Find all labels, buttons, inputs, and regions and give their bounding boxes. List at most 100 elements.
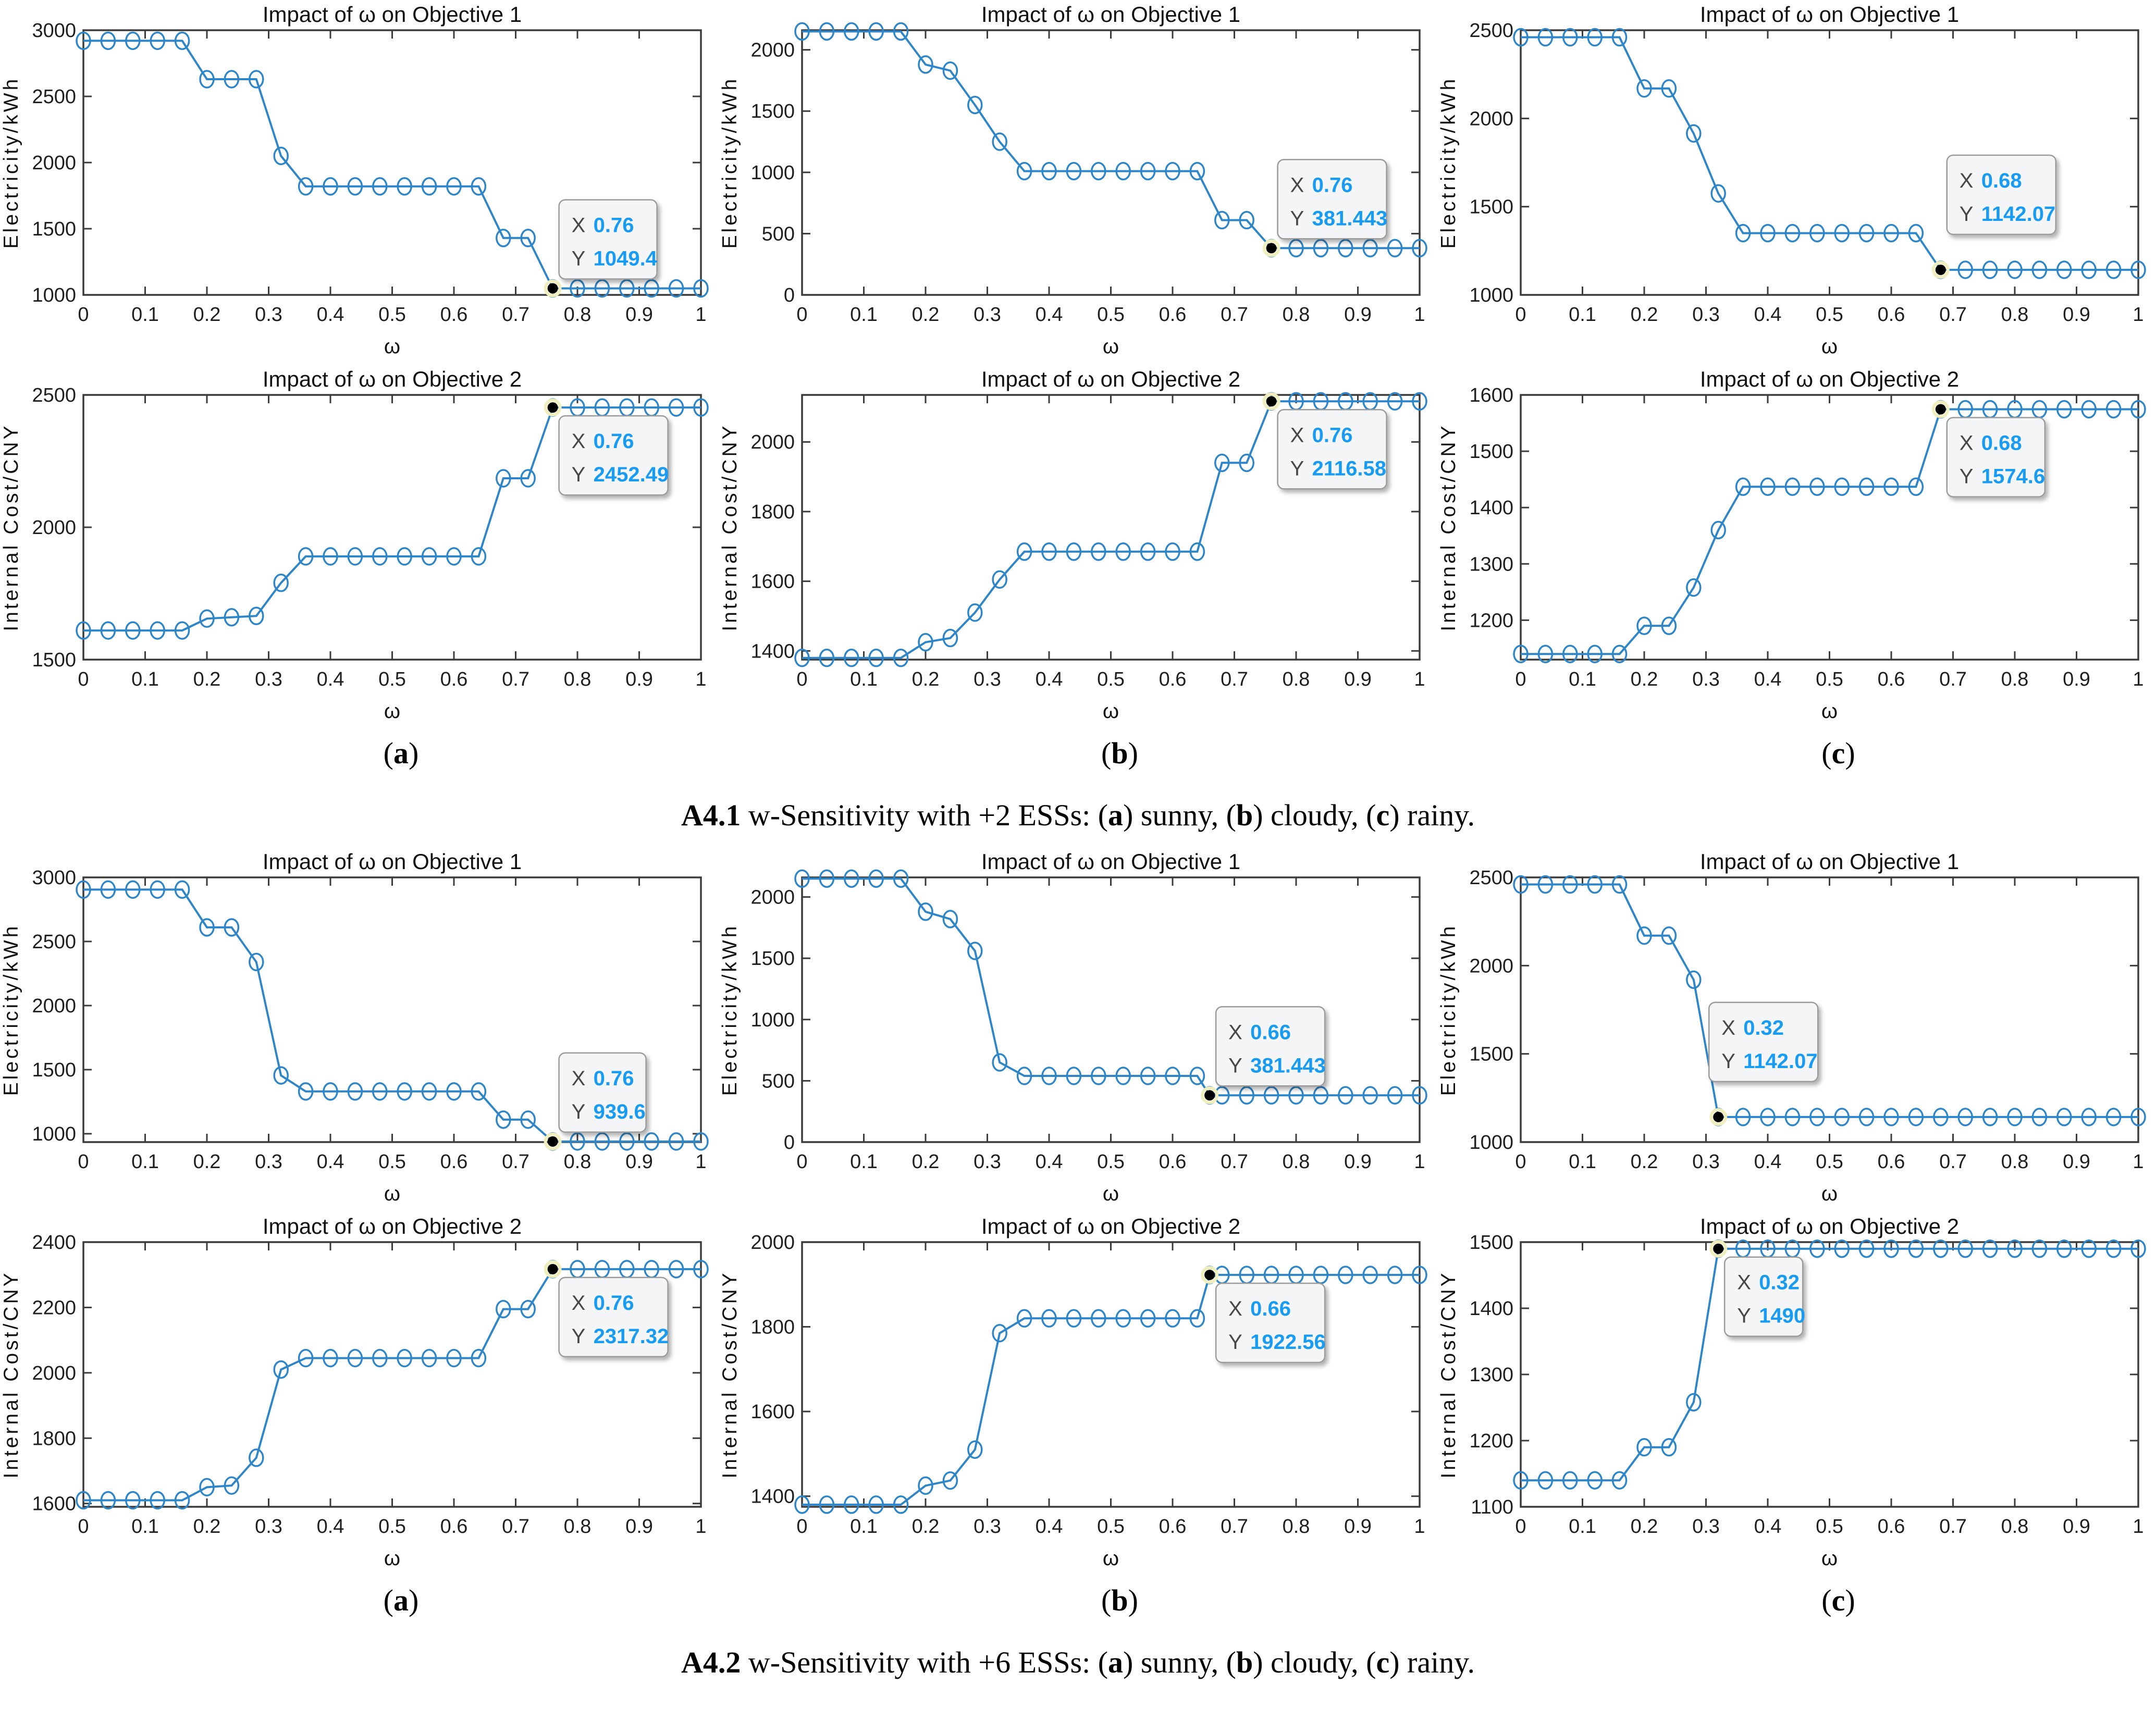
y-tick-label: 1300 (1469, 553, 1513, 575)
data-point-marker (1091, 1067, 1106, 1085)
datatip[interactable]: X 0.66 Y 1922.56 (1201, 1266, 1326, 1364)
data-point-marker (1412, 1266, 1427, 1284)
data-point-marker (1214, 1086, 1230, 1105)
datatip-anchor-dot[interactable] (1204, 1269, 1215, 1280)
x-tick-label: 0.9 (1344, 1516, 1372, 1538)
datatip-box[interactable] (1277, 409, 1387, 490)
chart-svg: Impact of ω on Objective 2 Internal Cost/… (1437, 368, 2146, 723)
data-point-marker (125, 31, 141, 51)
datatip-anchor-dot[interactable] (547, 1263, 558, 1274)
datatip-box[interactable] (558, 415, 669, 496)
datatip[interactable]: X 0.76 Y 2317.32 (544, 1260, 669, 1358)
datatip[interactable]: X 0.32 Y 1490 (1709, 1240, 1805, 1337)
x-tick-label: 0.7 (1221, 1516, 1248, 1538)
datatip[interactable]: X 0.76 Y 1049.4 (544, 199, 658, 298)
datatip[interactable]: X 0.76 Y 2452.49 (544, 399, 669, 496)
datatip-box[interactable] (558, 199, 658, 280)
data-markers (794, 1266, 1427, 1514)
y-axis-label: Electricity/kWh (719, 77, 741, 249)
x-tick-label: 0.7 (1221, 304, 1248, 326)
x-tick-label: 0.5 (378, 668, 406, 690)
data-point-marker (2007, 261, 2023, 279)
y-tick-label: 2500 (1469, 20, 1513, 42)
data-point-marker (1362, 1086, 1378, 1105)
datatip-anchor-dot[interactable] (547, 1136, 558, 1147)
datatip-box[interactable] (1946, 417, 2046, 498)
datatip-box[interactable] (1215, 1282, 1326, 1364)
x-tick-label: 0.1 (1569, 1516, 1596, 1538)
datatip-box[interactable] (1277, 159, 1387, 240)
data-point-marker (2031, 261, 2048, 279)
data-point-marker (1611, 875, 1628, 894)
x-tick-label: 0 (1515, 1516, 1526, 1538)
y-tick-label: 1800 (32, 1428, 76, 1449)
data-point-marker (1784, 1108, 1801, 1126)
datatip-box[interactable] (1708, 1001, 1819, 1083)
caption-segment: ) (1845, 1583, 1855, 1617)
data-point-marker (1661, 926, 1677, 945)
datatip-box[interactable] (558, 1052, 647, 1133)
data-point-marker (1066, 162, 1082, 181)
x-axis-label: ω (1103, 335, 1119, 358)
x-tick-label: 0.7 (502, 304, 529, 326)
caption-bold-segment: b (1236, 1645, 1253, 1679)
data-point-marker (893, 869, 909, 888)
data-markers (76, 1260, 709, 1510)
data-point-marker (421, 177, 437, 196)
y-tick-label: 1000 (32, 1123, 76, 1145)
x-tick-label: 0.4 (1036, 304, 1063, 326)
caption-segment: ( (1101, 736, 1112, 770)
data-point-marker (1587, 875, 1603, 894)
datatip[interactable]: X 0.68 Y 1574.6 (1931, 400, 2046, 498)
y-tick-label: 2000 (750, 887, 795, 909)
datatip-anchor-dot[interactable] (1713, 1243, 1724, 1254)
datatip-box[interactable] (1723, 1256, 1804, 1337)
data-point-marker (1784, 477, 1801, 496)
data-point-marker (372, 1348, 388, 1368)
x-tick-label: 0.6 (1159, 1151, 1187, 1173)
datatip-y-value: 2452.49 (594, 463, 669, 486)
datatip-y-value: 2116.58 (1312, 457, 1386, 480)
datatip-anchor-dot[interactable] (1266, 396, 1277, 407)
x-tick-label: 0.8 (1283, 668, 1310, 690)
datatip[interactable]: X 0.76 Y 939.6 (544, 1052, 647, 1150)
x-tick-label: 0.1 (1569, 304, 1596, 326)
datatip[interactable]: X 0.32 Y 1142.07 (1708, 1001, 1819, 1126)
data-point-marker (668, 1132, 684, 1151)
data-point-marker (174, 621, 190, 640)
chart-title: Impact of ω on Objective 2 (1700, 368, 1959, 391)
datatip-box[interactable] (558, 1277, 669, 1358)
data-point-marker (893, 648, 909, 667)
data-point-marker (1016, 162, 1032, 181)
x-tick-label: 1 (1414, 304, 1425, 326)
data-point-marker (992, 1053, 1007, 1072)
datatip-box[interactable] (1215, 1006, 1326, 1087)
datatip[interactable]: X 0.66 Y 381.443 (1201, 1006, 1326, 1105)
data-point-marker (794, 869, 810, 888)
data-point-marker (1933, 1108, 1949, 1126)
datatip-anchor-dot[interactable] (547, 283, 558, 294)
data-point-marker (1016, 1309, 1032, 1328)
data-point-marker (1636, 79, 1652, 98)
datatip[interactable]: X 0.76 Y 2116.58 (1262, 392, 1387, 490)
datatip-box[interactable] (1946, 154, 2057, 236)
datatip[interactable]: X 0.68 Y 1142.07 (1931, 154, 2057, 279)
data-point-marker (1908, 1239, 1924, 1258)
x-tick-label: 0.1 (850, 304, 878, 326)
datatip-anchor-dot[interactable] (547, 402, 558, 413)
data-point-marker (2105, 400, 2122, 419)
datatip-anchor-dot[interactable] (1204, 1090, 1215, 1101)
datatip-anchor-dot[interactable] (1713, 1111, 1724, 1122)
datatip-anchor-dot[interactable] (1266, 243, 1277, 254)
y-axis-label: Internal Cost/CNY (0, 423, 22, 631)
datatip[interactable]: X 0.76 Y 381.443 (1262, 159, 1388, 257)
data-point-marker (2007, 1108, 2023, 1126)
datatip-y-value: 1574.6 (1981, 465, 2045, 488)
x-tick-label: 0.9 (625, 304, 653, 326)
y-tick-label: 2000 (1469, 955, 1513, 977)
datatip-anchor-dot[interactable] (1935, 404, 1946, 415)
data-point-marker (1636, 926, 1652, 945)
datatip-anchor-dot[interactable] (1935, 264, 1946, 275)
data-point-marker (893, 22, 909, 41)
x-tick-label: 0.7 (502, 668, 529, 690)
